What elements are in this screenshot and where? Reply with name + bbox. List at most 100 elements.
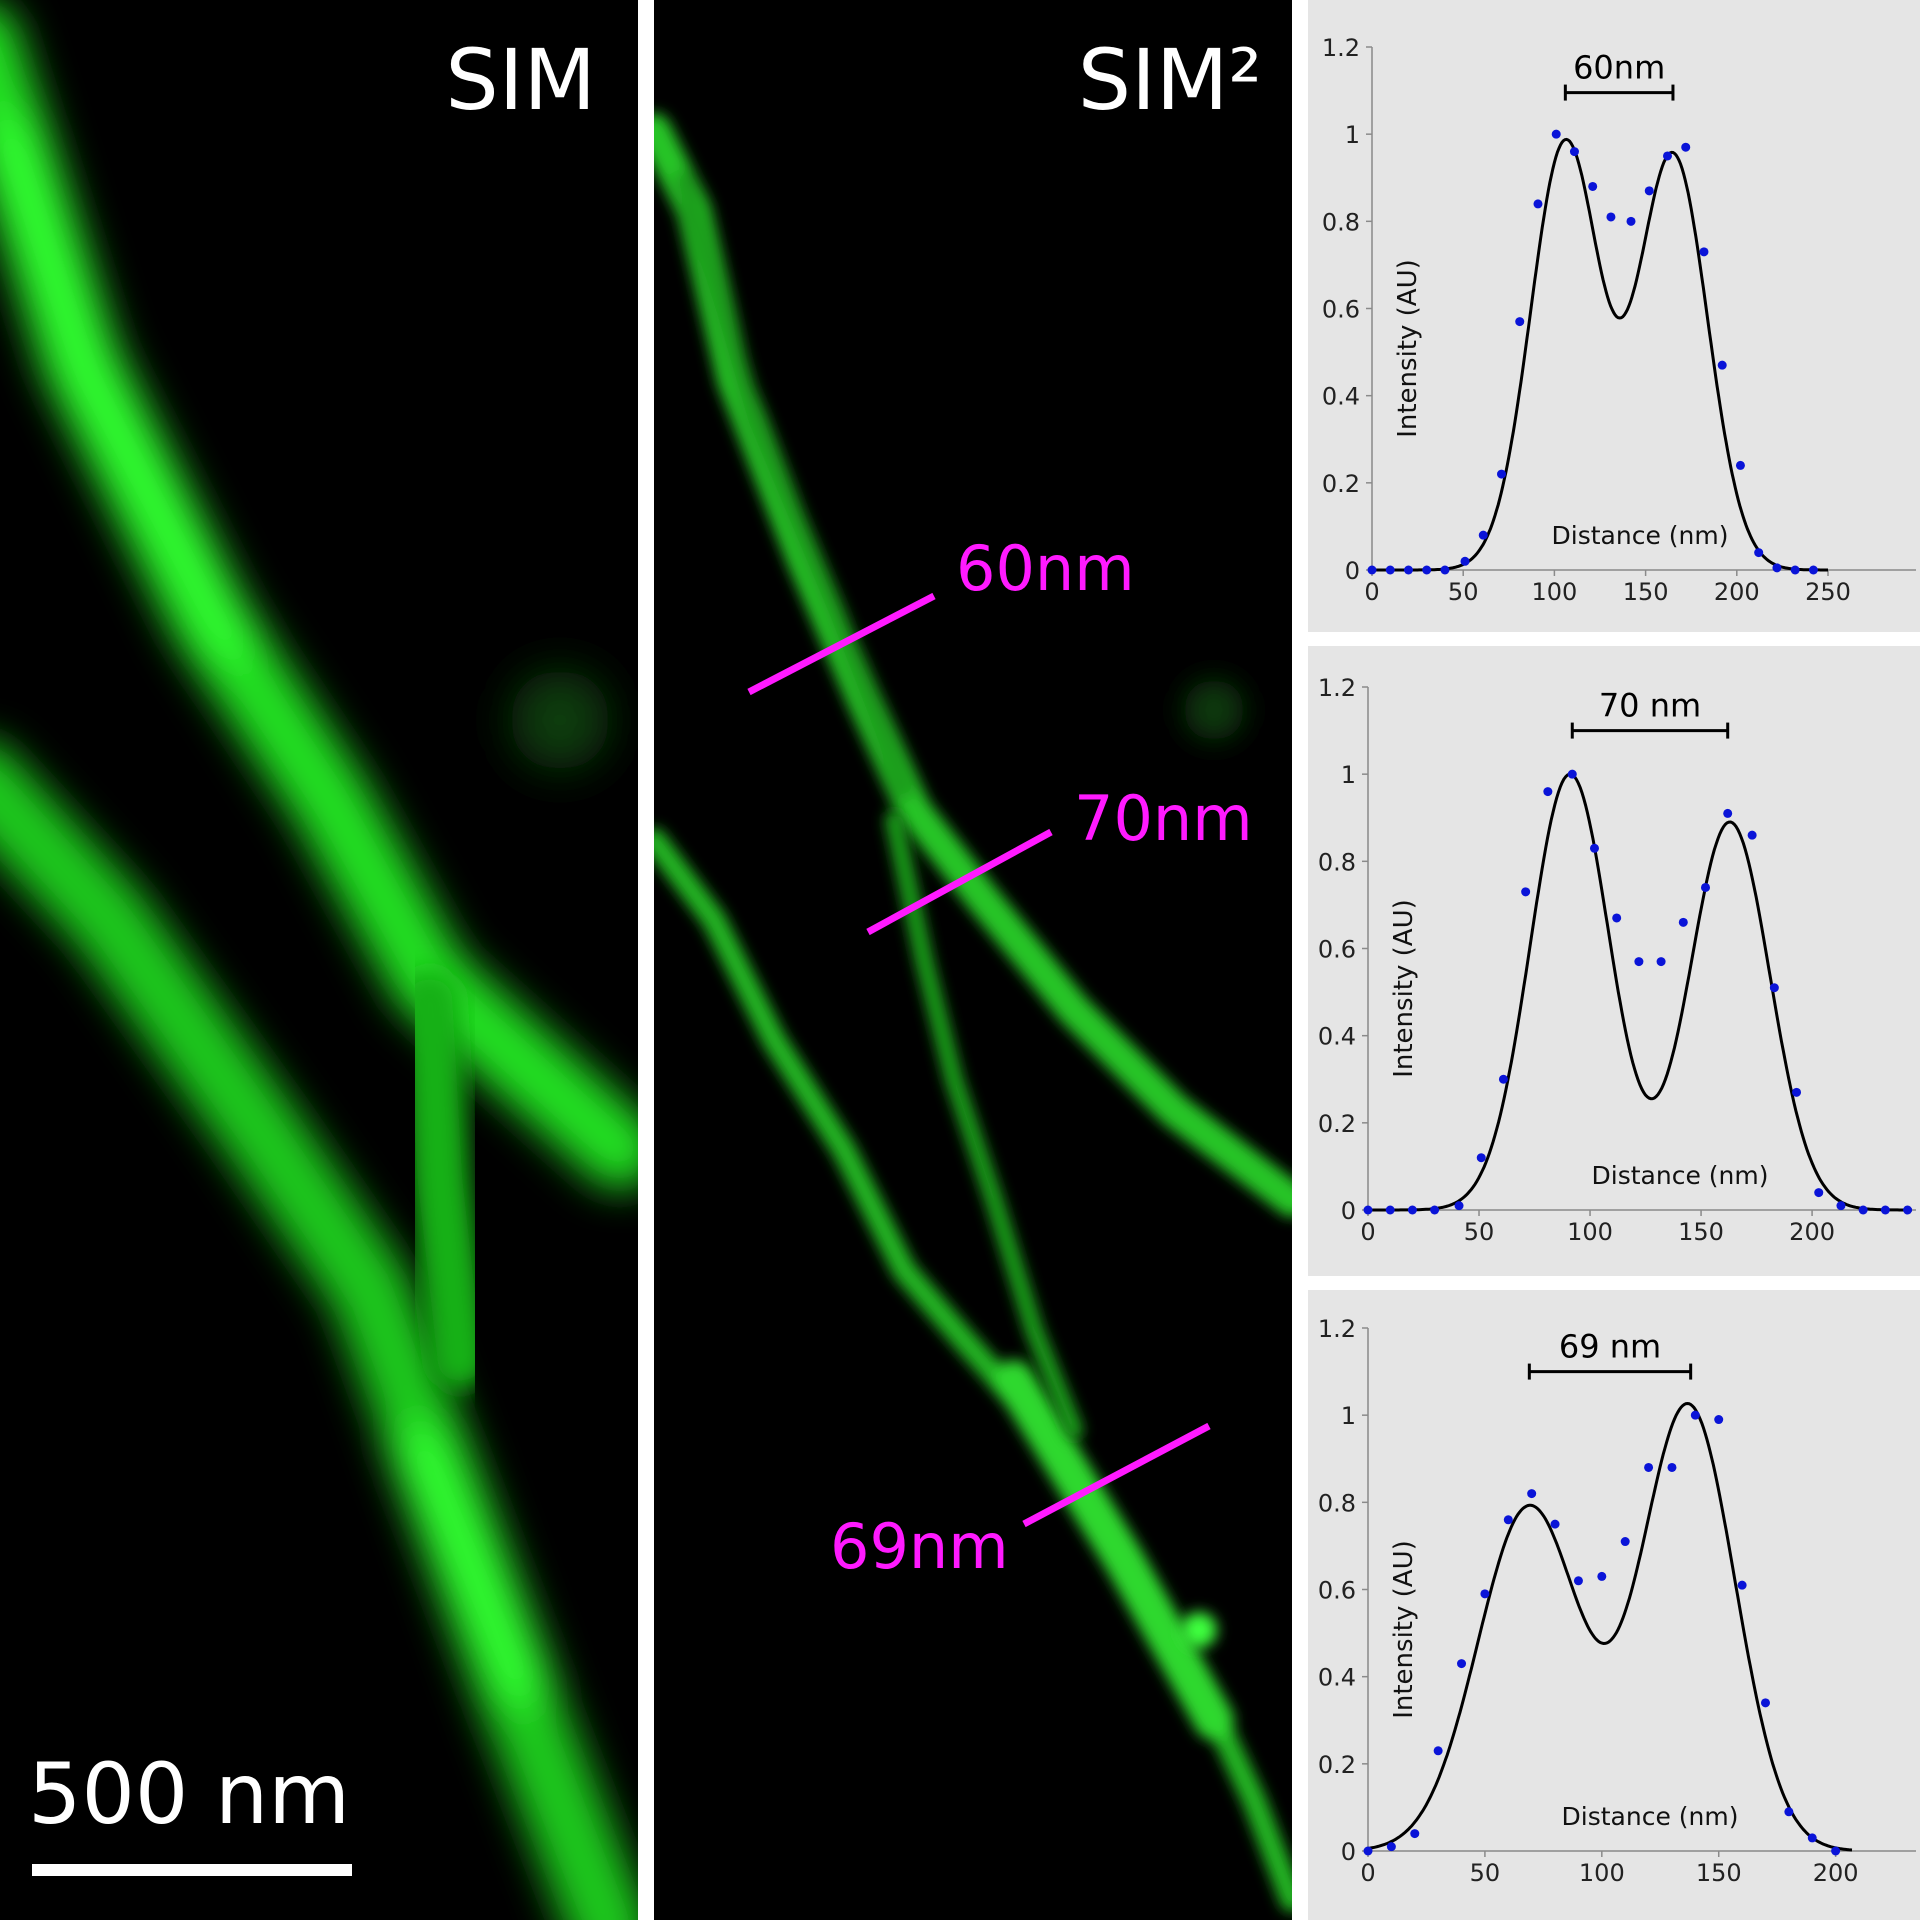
data-point [1476, 1153, 1486, 1163]
line-profile-marker-2 [866, 828, 1053, 936]
y-tick-label: 0.8 [1318, 1489, 1356, 1517]
x-tick-label: 200 [1789, 1218, 1835, 1246]
intensity-profile-plot-2: 0 0.2 0.4 0.6 0.8 1 1.2 0 50 100 150 200 Intensity (… [1308, 646, 1920, 1276]
sim2-bright-spot [1181, 1612, 1217, 1648]
x-tick-label: 100 [1579, 1859, 1625, 1887]
y-axis-label: Intensity (AU) [1389, 899, 1419, 1078]
fit-curve [1372, 137, 1828, 572]
x-axis-label: Distance (nm) [1592, 1161, 1769, 1190]
line-profile-label-1: 60nm [956, 532, 1135, 605]
x-tick-label: 0 [1360, 1218, 1375, 1246]
sim2-micrograph [654, 113, 1292, 1912]
data-point [1747, 830, 1757, 840]
intensity-profile-plot-1: 0 0.2 0.4 0.6 0.8 1 1.2 0 50 100 150 200 250 Intensit… [1308, 0, 1920, 632]
data-point [1626, 216, 1636, 226]
y-tick-label: 0.8 [1318, 848, 1356, 876]
data-point [1880, 1205, 1890, 1215]
data-point [1551, 129, 1561, 139]
data-point [1521, 887, 1531, 897]
data-point [1497, 469, 1507, 479]
data-point [1606, 212, 1616, 222]
sim-background-spot [510, 670, 610, 770]
data-point [1792, 1087, 1802, 1097]
x-tick-label: 200 [1714, 578, 1760, 606]
sim2-panel-label: SIM² [1077, 31, 1262, 129]
data-point [1644, 186, 1654, 196]
y-tick-label: 1 [1341, 761, 1356, 789]
x-tick-label: 150 [1678, 1218, 1724, 1246]
x-tick-label: 200 [1813, 1859, 1859, 1887]
y-tick-label: 0.6 [1318, 1577, 1356, 1605]
data-point [1597, 1571, 1607, 1581]
data-point [1569, 147, 1579, 157]
sim-filament-upper [0, 6, 638, 1189]
y-axis-label: Intensity (AU) [1389, 1540, 1419, 1719]
data-point [1410, 1829, 1420, 1839]
data-point [1573, 1576, 1583, 1586]
sim2-background-spot [1184, 680, 1244, 740]
y-tick-label: 1 [1341, 1402, 1356, 1430]
data-point [1769, 983, 1779, 993]
data-point [1440, 565, 1450, 575]
y-tick-label: 0.2 [1322, 470, 1360, 498]
distance-annotation: 60nm [1573, 49, 1665, 87]
data-point [1858, 1205, 1868, 1215]
x-tick-label: 100 [1567, 1218, 1613, 1246]
sim-filament-cross [400, 970, 490, 1390]
x-tick-label: 50 [1448, 578, 1479, 606]
data-point [1385, 1205, 1395, 1215]
data-point [1790, 565, 1800, 575]
sim2-image-panel: SIM² 60nm 70nm 69nm [654, 0, 1292, 1920]
intensity-profile-plot-3: 0 0.2 0.4 0.6 0.8 1 1.2 0 50 100 150 200 Intensity (… [1308, 1290, 1920, 1920]
data-point [1620, 1537, 1630, 1547]
x-tick-label: 0 [1364, 578, 1379, 606]
y-tick-label: 0.2 [1318, 1110, 1356, 1138]
y-tick-label: 0.6 [1318, 936, 1356, 964]
data-point [1836, 1201, 1846, 1211]
x-tick-label: 100 [1531, 578, 1577, 606]
distance-annotation: 69 nm [1559, 1328, 1661, 1366]
data-point [1363, 1846, 1373, 1856]
fit-curve [1367, 1401, 1853, 1852]
data-point [1478, 530, 1488, 540]
data-point [1367, 565, 1377, 575]
x-tick-label: 250 [1805, 578, 1851, 606]
data-point [1460, 556, 1470, 566]
y-tick-label: 0.4 [1322, 383, 1360, 411]
y-tick-label: 1.2 [1318, 674, 1356, 702]
y-tick-label: 0.2 [1318, 1751, 1356, 1779]
data-point [1543, 787, 1553, 797]
data-point [1903, 1205, 1913, 1215]
data-point [1760, 1698, 1770, 1708]
data-point [1498, 1074, 1508, 1084]
sim-panel-label: SIM [445, 31, 596, 129]
y-tick-label: 1.2 [1322, 34, 1360, 62]
x-axis-label: Distance (nm) [1562, 1802, 1739, 1831]
data-point [1807, 1833, 1817, 1843]
data-point [1612, 913, 1622, 923]
x-tick-label: 50 [1470, 1859, 1501, 1887]
data-point [1515, 317, 1525, 327]
y-tick-label: 0 [1345, 557, 1360, 585]
data-point [1814, 1188, 1824, 1198]
data-point [1363, 1205, 1373, 1215]
sim-micrograph [0, 6, 638, 1920]
data-point [1433, 1746, 1443, 1756]
data-point [1644, 1462, 1654, 1472]
data-point [1403, 565, 1413, 575]
data-point [1714, 1415, 1724, 1425]
data-point [1407, 1205, 1417, 1215]
data-point [1386, 1842, 1396, 1852]
x-tick-label: 150 [1623, 578, 1669, 606]
profile-chart-svg: 0 0.2 0.4 0.6 0.8 1 1.2 0 50 100 150 200 250 Intensit… [1322, 34, 1916, 606]
y-tick-label: 0.4 [1318, 1664, 1356, 1692]
data-point [1699, 247, 1709, 257]
data-point [1454, 1201, 1464, 1211]
data-point [1385, 565, 1395, 575]
data-point [1662, 151, 1672, 161]
sim-filament-lower [0, 745, 638, 1920]
data-point [1701, 882, 1711, 892]
line-profile-label-2: 70nm [1074, 782, 1253, 855]
data-point [1681, 142, 1691, 152]
x-axis-label: Distance (nm) [1552, 521, 1729, 550]
